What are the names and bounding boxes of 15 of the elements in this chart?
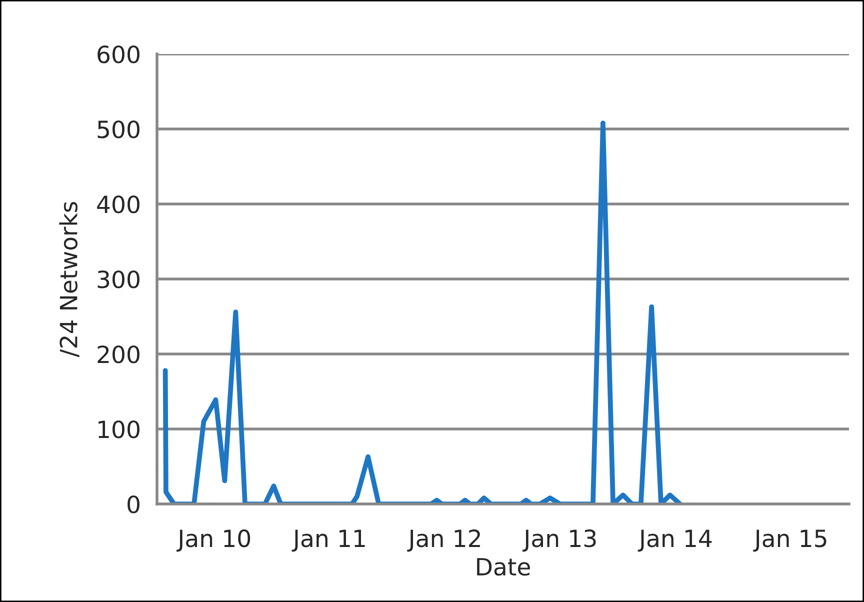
y-tick-label: 300 (98, 270, 140, 288)
y-tick-label: 100 (98, 420, 140, 438)
x-tick-label: Jan 12 (407, 529, 480, 552)
x-tick-label: Jan 11 (292, 530, 365, 552)
y-axis-title: /24 Networks (59, 202, 80, 358)
y-tick-label: 600 (98, 45, 140, 64)
x-tick-label: Jan 15 (753, 530, 826, 552)
x-tick-label: Jan 10 (176, 529, 250, 552)
y-tick-label: 0 (128, 495, 140, 514)
x-tick-label: Jan 14 (638, 530, 712, 552)
y-tick-label: 500 (98, 120, 140, 138)
x-tick-label: Jan 13 (522, 529, 596, 552)
y-tick-label: 400 (97, 195, 140, 214)
x-axis-title: Date (477, 558, 530, 576)
y-tick-label: 200 (98, 345, 140, 364)
